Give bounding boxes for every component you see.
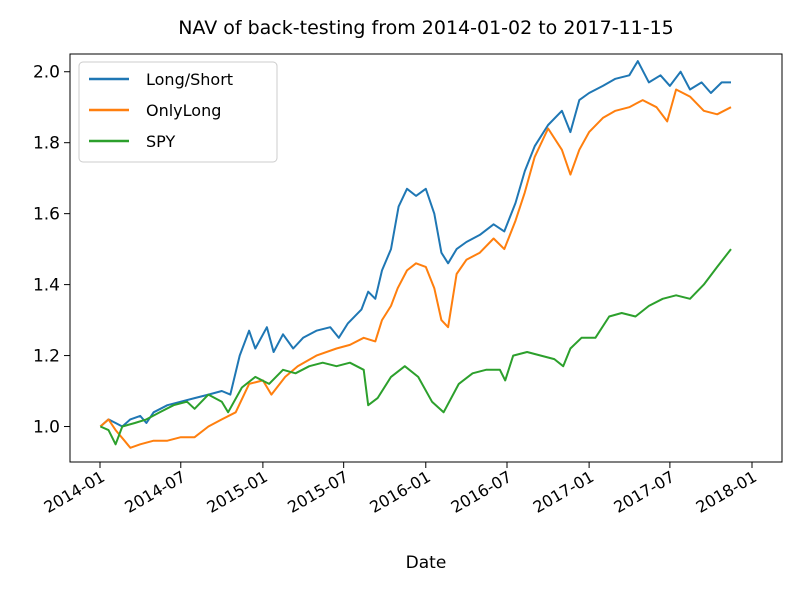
x-tick-label: 2017-07	[610, 467, 677, 517]
plot-lines	[99, 60, 732, 449]
x-tick-label: 2014-07	[121, 467, 188, 517]
y-tick-label: 2.0	[33, 63, 60, 83]
series-line-long-short	[99, 60, 731, 428]
x-axis-label: Date	[406, 553, 447, 573]
legend-frame	[78, 61, 278, 163]
y-tick-label: 1.8	[33, 134, 60, 154]
series-line-spy	[99, 248, 732, 446]
x-tick-label: 2017-01	[530, 467, 597, 517]
x-tick-label: 2016-07	[448, 467, 515, 517]
legend-label: OnlyLong	[146, 101, 221, 120]
y-tick-label: 1.6	[33, 205, 60, 225]
y-tick-label: 1.0	[33, 418, 60, 438]
y-tick-label: 1.2	[33, 347, 60, 367]
x-axis: 2014-01 2014-07 2015-01 2015-07 2016-01 2016-…	[41, 462, 760, 517]
series-line-onlylong	[99, 88, 732, 449]
x-tick-label: 2016-01	[366, 467, 433, 517]
x-tick-label: 2018-01	[693, 467, 760, 517]
y-axis: 1.0 1.2 1.4 1.6 1.8 2.0	[33, 63, 70, 438]
x-tick-label: 2014-01	[41, 467, 108, 517]
x-tick-label: 2015-07	[284, 467, 351, 517]
legend-label: Long/Short	[146, 70, 233, 89]
legend-label: SPY	[146, 132, 175, 151]
chart-title: NAV of back-testing from 2014-01-02 to 2…	[178, 17, 674, 39]
y-tick-label: 1.4	[33, 276, 60, 296]
legend: Long/Short OnlyLong SPY	[78, 61, 278, 163]
x-tick-label: 2015-01	[203, 467, 270, 517]
